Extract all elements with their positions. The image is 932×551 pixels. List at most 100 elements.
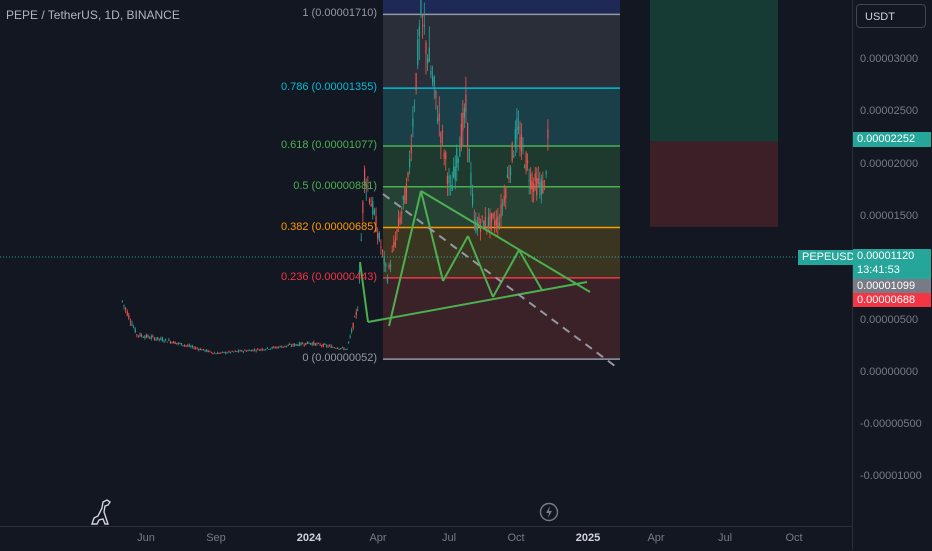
candle-body	[207, 350, 209, 353]
candle-body	[236, 351, 238, 353]
candle-body	[199, 348, 201, 351]
candle-body	[412, 118, 414, 128]
candle-body	[261, 348, 264, 351]
candle-body	[308, 342, 310, 344]
candle-body	[233, 351, 235, 353]
candle-body	[433, 76, 435, 87]
candle-body	[432, 76, 434, 83]
candle-body	[430, 70, 432, 76]
candle-body	[407, 172, 409, 178]
candle-body	[257, 348, 259, 350]
candle-body	[415, 73, 417, 91]
candle-body	[396, 229, 398, 233]
candle-body	[202, 348, 205, 350]
fib-band	[383, 145, 620, 187]
candle-body	[468, 149, 470, 163]
impulse-wave-leg	[518, 249, 543, 291]
candle-body	[333, 347, 335, 349]
candle-body	[483, 221, 485, 229]
candle-body	[473, 219, 475, 221]
candle-body	[536, 177, 538, 196]
candle-body	[453, 166, 455, 178]
candle-body	[306, 341, 308, 344]
candle-body	[418, 26, 420, 37]
candle-body	[249, 349, 251, 351]
candle-body	[530, 173, 532, 190]
candle-body	[301, 343, 304, 345]
candle-body	[239, 350, 241, 352]
candle-body	[399, 216, 401, 224]
candle-body	[343, 348, 345, 350]
price-scale[interactable]	[852, 0, 932, 550]
candle-body	[129, 321, 132, 323]
candle-body	[169, 341, 172, 343]
candle-body	[451, 184, 453, 191]
impulse-wave-leg	[442, 235, 469, 282]
time-tick-label: Apr	[647, 532, 665, 544]
fib-level-label: 1 (0.00001710)	[302, 7, 377, 20]
candle-body	[149, 338, 151, 339]
descending-trendline	[420, 190, 591, 293]
candle-body	[273, 346, 275, 348]
candle-body	[293, 344, 296, 346]
price-tick-label: 0.00000500	[860, 314, 919, 326]
fib-level-label: 0.786 (0.00001355)	[280, 81, 377, 94]
candle-body	[265, 349, 267, 351]
entry-price-tag: 0.00001099	[853, 279, 931, 293]
candle-body	[362, 201, 364, 213]
candle-body	[397, 218, 400, 228]
candle-body	[193, 347, 195, 349]
candle-body	[139, 333, 141, 337]
last-price-value: 0.00001120	[857, 250, 915, 262]
candle-body	[241, 350, 243, 352]
candle-body	[285, 345, 288, 347]
candle-body	[126, 311, 128, 316]
candle-body	[327, 345, 329, 347]
candle-body	[155, 338, 157, 340]
candle-body	[329, 345, 331, 347]
candle-body	[176, 343, 178, 344]
candle-body	[313, 342, 315, 345]
lightning-event-icon[interactable]	[539, 502, 559, 522]
candle-body	[316, 343, 318, 345]
candle-body	[268, 349, 270, 351]
candle-body	[390, 264, 392, 267]
candle-body	[454, 166, 456, 181]
candle-body	[462, 112, 464, 131]
dinosaur-logo-icon[interactable]	[88, 498, 114, 526]
candle-body	[292, 344, 294, 346]
candle-body	[364, 168, 366, 185]
candle-body	[514, 129, 516, 148]
candle-body	[484, 216, 486, 228]
fib-level-label: 0 (0.00000052)	[302, 352, 377, 365]
candle-body	[252, 349, 254, 352]
candle-body	[289, 344, 291, 345]
fib-band	[383, 227, 620, 278]
candle-body	[522, 144, 524, 147]
candle-body	[341, 347, 343, 349]
candle-body	[470, 172, 472, 187]
currency-selector[interactable]: USDT	[856, 4, 926, 28]
candle-body	[165, 338, 167, 340]
candle-body	[497, 216, 499, 228]
fib-level-label: 0.236 (0.00000443)	[280, 270, 377, 283]
candle-body	[489, 213, 491, 229]
candle-body	[324, 344, 326, 345]
candle-body	[367, 186, 369, 187]
candle-body	[386, 278, 389, 282]
symbol-tag: PEPEUSDT	[798, 250, 866, 265]
candle-body	[352, 322, 354, 329]
candle-body	[266, 347, 268, 349]
candle-body	[215, 353, 217, 355]
candle-body	[297, 344, 299, 346]
candle-body	[213, 352, 216, 354]
target-price-tag: 0.00002252	[853, 132, 931, 147]
time-axis[interactable]	[0, 526, 852, 551]
candle-body	[516, 118, 518, 140]
candle-body	[217, 352, 219, 354]
candle-body	[305, 342, 307, 345]
symbol-title[interactable]: PEPE / TetherUS, 1D, BINANCE	[6, 8, 180, 22]
candle-body	[172, 341, 175, 344]
candle-body	[287, 345, 289, 346]
